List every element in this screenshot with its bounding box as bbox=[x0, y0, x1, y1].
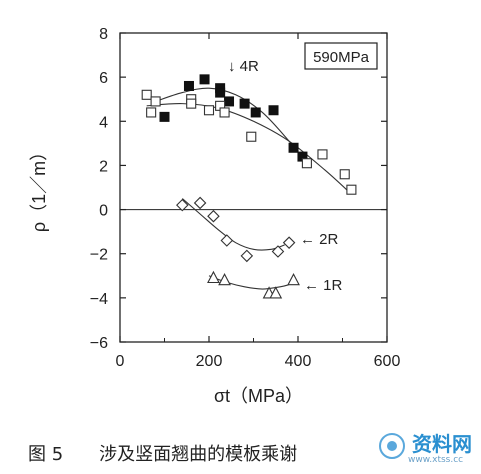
open-square-point bbox=[150, 96, 161, 107]
y-tick-label: 2 bbox=[99, 158, 108, 175]
annotation-1R: ← 1R bbox=[304, 277, 343, 294]
y-tick-label: 4 bbox=[99, 114, 108, 131]
open-diamond-point bbox=[193, 196, 207, 210]
y-tick-label: −4 bbox=[90, 291, 108, 308]
x-tick-label: 0 bbox=[116, 353, 125, 370]
filled-square-point bbox=[199, 74, 210, 85]
open-square-point bbox=[317, 149, 328, 160]
open-square-point bbox=[141, 89, 152, 100]
open-square-point bbox=[186, 98, 197, 109]
open-diamond-point bbox=[271, 245, 285, 258]
open-square-point bbox=[346, 184, 357, 195]
annotation-2R: ← 2R bbox=[300, 231, 339, 248]
filled-square-point bbox=[159, 111, 170, 122]
open-diamond-point bbox=[176, 198, 189, 212]
y-tick-label: −2 bbox=[90, 247, 108, 264]
x-axis-label: σt（MPa） bbox=[214, 386, 303, 406]
watermark-logo bbox=[379, 433, 405, 459]
legend-box bbox=[304, 42, 378, 70]
y-tick-label: 8 bbox=[99, 26, 108, 43]
filled-square-point bbox=[183, 80, 194, 91]
y-tick-label: 6 bbox=[99, 70, 108, 87]
open-diamond-point bbox=[220, 234, 234, 247]
filled-square-point bbox=[268, 105, 279, 116]
filled-square-point bbox=[250, 107, 261, 118]
open-triangle-point bbox=[269, 286, 283, 299]
open-square-point bbox=[203, 105, 215, 116]
filled-square-point bbox=[288, 142, 299, 153]
y-tick-label: 0 bbox=[99, 203, 108, 220]
filled-square-point bbox=[239, 98, 250, 109]
x-tick-label: 200 bbox=[196, 353, 223, 370]
watermark-url: www.xtss.cc bbox=[408, 455, 464, 465]
y-axis-label: ρ（1／m） bbox=[29, 143, 49, 232]
filled-square-point bbox=[215, 87, 226, 98]
x-tick-label: 600 bbox=[374, 353, 401, 370]
open-triangle-point bbox=[207, 270, 220, 284]
open-square-point bbox=[246, 131, 257, 142]
legend-box-label: 590MPa bbox=[313, 49, 370, 66]
annotation-4R: ↓ 4R bbox=[228, 58, 259, 75]
filled-square-point bbox=[224, 96, 235, 107]
open-square-point bbox=[339, 169, 350, 180]
y-tick-label: −6 bbox=[90, 335, 108, 352]
open-square-point bbox=[301, 158, 312, 169]
watermark-text: 资料网 bbox=[412, 432, 472, 456]
fit-curve-2 bbox=[181, 198, 285, 251]
figure-caption: 图 5 涉及竖面翘曲的模板乘谢 bbox=[28, 444, 298, 465]
open-triangle-point bbox=[218, 273, 231, 286]
open-square-point bbox=[146, 107, 157, 118]
fit-curve-1 bbox=[146, 103, 352, 195]
open-triangle-point bbox=[287, 273, 300, 286]
open-diamond-point bbox=[282, 236, 296, 249]
open-square-point bbox=[219, 107, 230, 118]
open-diamond-point bbox=[207, 209, 220, 223]
open-diamond-point bbox=[240, 249, 254, 263]
x-tick-label: 400 bbox=[285, 353, 312, 370]
